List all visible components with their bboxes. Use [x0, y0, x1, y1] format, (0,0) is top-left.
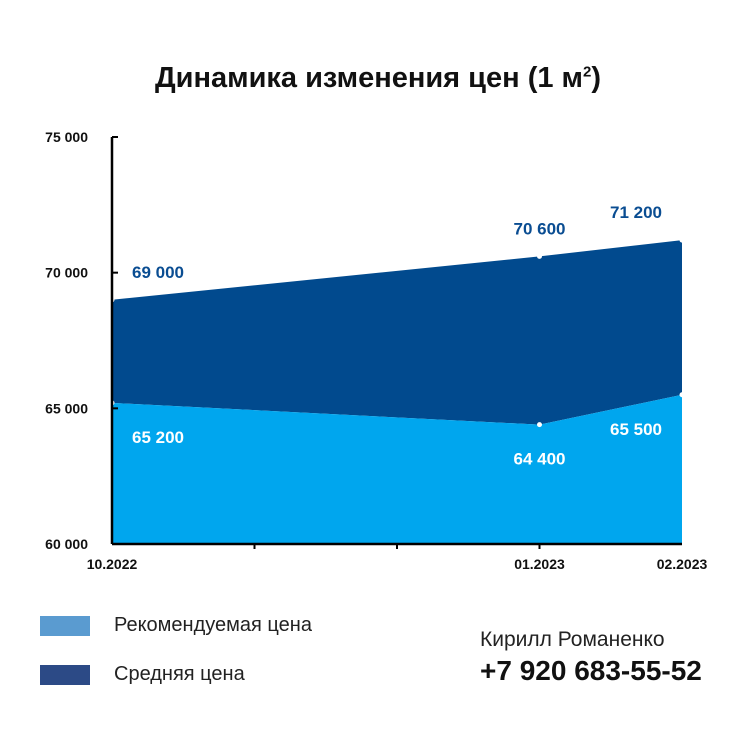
y-tick-label: 65 000 — [45, 400, 88, 416]
label-average-1: 70 600 — [514, 219, 566, 238]
y-tick-label: 70 000 — [45, 265, 88, 281]
area-recommended-price — [112, 394, 682, 544]
label-average-2: 71 200 — [610, 203, 662, 222]
legend-swatch-average — [40, 664, 90, 685]
y-tick-label: 75 000 — [45, 129, 88, 145]
area-average-price — [112, 240, 682, 425]
label-average-0: 69 000 — [132, 263, 184, 282]
label-recommended-1: 64 400 — [514, 450, 566, 469]
x-tick-label: 10.2022 — [87, 556, 138, 572]
label-recommended-2: 65 500 — [610, 420, 662, 439]
legend-item-average: Средняя цена — [40, 663, 245, 686]
legend-item-recommended: Рекомендуемая цена — [40, 614, 312, 637]
point-average-2 — [679, 237, 685, 243]
label-recommended-0: 65 200 — [132, 428, 184, 447]
point-average-1 — [537, 253, 542, 259]
chart-title: Динамика изменения цен (1 м2) — [154, 62, 602, 94]
point-recommended-2 — [679, 392, 685, 398]
x-tick-label: 01.2023 — [514, 556, 565, 572]
legend-label-average: Средняя цена — [114, 663, 245, 685]
price-area-chart: 60 000 65 000 70 000 75 000 10.2022 01.2023 02… — [45, 129, 708, 572]
point-recommended-1 — [537, 422, 542, 428]
contact-phone: +7 920 683-55-52 — [480, 655, 702, 686]
x-tick-label: 02.2023 — [657, 556, 708, 572]
legend-swatch-recommended — [40, 615, 90, 636]
legend-label-recommended: Рекомендуемая цена — [114, 614, 312, 636]
y-tick-label: 60 000 — [45, 536, 88, 552]
contact-name: Кирилл Романенко — [480, 628, 665, 651]
